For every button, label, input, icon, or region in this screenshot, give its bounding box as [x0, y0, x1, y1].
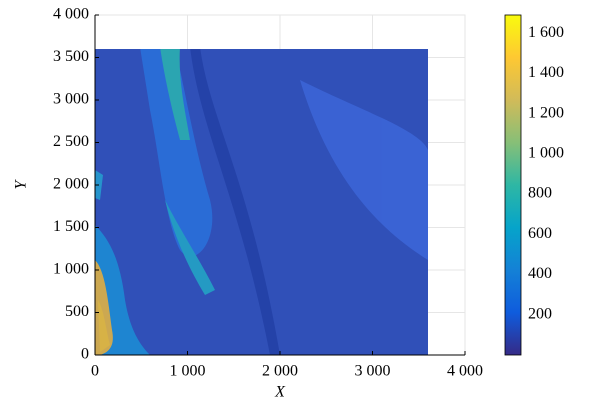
y-tick-label: 3 000: [53, 91, 89, 108]
colorbar-tick-label: 800: [528, 185, 552, 202]
y-tick-label: 2 000: [53, 176, 89, 193]
y-axis-label: Y: [13, 178, 30, 189]
y-tick-label: 3 500: [53, 48, 89, 65]
y-tick-label: 2 500: [53, 133, 89, 150]
colorbar-tick-label: 1 400: [528, 64, 564, 81]
colorbar-tick-label: 200: [528, 305, 552, 322]
terrain-shape: [140, 49, 213, 257]
colorbar-tick-label: 1 600: [528, 24, 564, 41]
y-tick-label: 500: [65, 303, 89, 320]
terrain-shape: [98, 300, 110, 352]
terrain-shape: [300, 80, 428, 260]
colorbar: [504, 14, 522, 356]
y-tick-label: 1 000: [53, 261, 89, 278]
colorbar-tick-label: 1 200: [528, 104, 564, 121]
colorbar-tick-label: 600: [528, 225, 552, 242]
terrain-shape: [190, 49, 280, 355]
terrain-shape: [160, 49, 190, 140]
x-tick-label: 2 000: [262, 363, 298, 380]
terrain: [95, 49, 428, 355]
x-tick-label: 3 000: [355, 363, 391, 380]
y-tick-label: 0: [81, 346, 89, 363]
colorbar-tick-label: 1 000: [528, 144, 564, 161]
terrain-shape: [165, 200, 215, 295]
x-tick-label: 0: [91, 363, 99, 380]
x-tick-label: 4 000: [447, 363, 483, 380]
x-tick-label: 1 000: [170, 363, 206, 380]
y-tick-label: 1 500: [53, 218, 89, 235]
colorbar-tick-label: 400: [528, 265, 552, 282]
x-axis-label: X: [274, 384, 286, 401]
y-tick-label: 4 000: [53, 6, 89, 23]
